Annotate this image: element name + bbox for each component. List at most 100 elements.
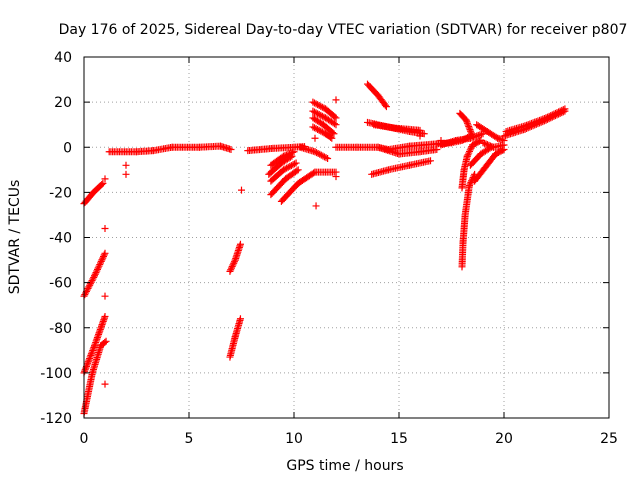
- data-point-marker: [92, 269, 100, 277]
- data-point-marker: [226, 267, 234, 275]
- data-point-marker: [559, 106, 567, 114]
- x-tick-label: 15: [390, 431, 408, 447]
- data-point-marker: [87, 351, 95, 359]
- data-point-marker: [90, 273, 98, 281]
- data-point-marker: [81, 367, 89, 375]
- data-point-marker: [550, 110, 558, 118]
- data-point-marker: [534, 117, 542, 125]
- data-point-marker: [88, 277, 96, 285]
- data-point-marker: [88, 348, 96, 356]
- data-point-marker: [555, 108, 563, 116]
- data-point-marker: [312, 125, 320, 133]
- x-tick-label: 20: [495, 431, 513, 447]
- data-point-marker: [479, 139, 487, 147]
- data-point-marker: [529, 119, 537, 127]
- data-point-marker: [102, 337, 110, 345]
- data-point-marker: [91, 272, 98, 280]
- data-point-marker: [318, 112, 326, 120]
- data-point-marker: [97, 259, 104, 267]
- data-point-marker: [99, 179, 107, 187]
- data-point-marker: [556, 107, 564, 115]
- data-point-marker: [469, 132, 476, 140]
- data-point-marker: [465, 149, 473, 157]
- data-point-marker: [290, 148, 298, 156]
- x-tick-label: 5: [185, 431, 194, 447]
- data-point-marker: [89, 345, 97, 353]
- data-point-marker: [485, 141, 493, 149]
- data-point-marker: [229, 261, 237, 269]
- data-point-marker: [227, 146, 235, 154]
- data-point-marker: [87, 350, 95, 358]
- data-point-marker: [287, 162, 295, 170]
- data-point-marker: [466, 147, 473, 155]
- data-point-marker: [521, 122, 529, 130]
- data-point-marker: [313, 149, 321, 157]
- data-point-marker: [311, 134, 319, 142]
- data-point-marker: [94, 265, 101, 273]
- data-point-marker: [314, 101, 322, 109]
- data-point-marker: [309, 107, 317, 115]
- data-point-marker: [283, 164, 291, 172]
- plot-frame: [83, 56, 610, 419]
- data-point-marker: [545, 112, 553, 120]
- data-point-marker: [312, 202, 320, 210]
- data-point-marker: [328, 134, 336, 142]
- data-point-marker: [463, 119, 471, 127]
- data-point-marker: [286, 162, 294, 170]
- data-point-marker: [83, 361, 91, 369]
- data-point-marker: [83, 286, 91, 294]
- data-point-marker: [315, 102, 323, 110]
- data-point-marker: [228, 263, 236, 271]
- data-point-marker: [481, 139, 488, 147]
- data-point-marker: [536, 116, 544, 124]
- data-point-marker: [317, 127, 325, 135]
- data-point-marker: [318, 128, 326, 136]
- y-tick-label: -60: [49, 276, 72, 292]
- data-point-marker: [330, 130, 338, 138]
- data-point-marker: [294, 166, 302, 174]
- data-point-marker: [87, 278, 95, 286]
- y-axis-title: SDTVAR / TECUs: [7, 180, 23, 295]
- data-point-marker: [93, 267, 101, 275]
- data-point-marker: [317, 102, 325, 110]
- data-point-marker: [500, 141, 508, 149]
- y-tick-label: 0: [63, 140, 72, 156]
- y-tick-label: -80: [49, 321, 72, 337]
- data-point-marker: [100, 251, 108, 259]
- data-point-marker: [331, 113, 339, 121]
- data-point-marker: [288, 152, 296, 160]
- data-point-marker: [484, 141, 491, 149]
- data-point-marker: [101, 292, 109, 300]
- data-point-marker: [427, 157, 434, 165]
- data-point-marker: [84, 358, 92, 366]
- data-point-marker: [476, 137, 483, 145]
- data-point-marker: [466, 180, 474, 188]
- data-point-marker: [537, 116, 545, 124]
- data-point-marker: [462, 116, 470, 124]
- data-point-marker: [315, 111, 323, 119]
- data-point-marker: [324, 155, 332, 163]
- data-point-marker: [310, 124, 318, 132]
- data-point-marker: [420, 130, 428, 138]
- x-tick-label: 10: [285, 431, 303, 447]
- data-points: [80, 80, 569, 417]
- data-point-marker: [292, 159, 300, 167]
- y-tick-label: -20: [49, 185, 72, 201]
- data-point-marker: [437, 136, 445, 144]
- data-point-marker: [463, 118, 471, 126]
- data-point-marker: [527, 119, 535, 127]
- data-point-marker: [465, 124, 473, 132]
- data-point-marker: [81, 291, 89, 299]
- data-point-marker: [467, 129, 475, 137]
- data-point-marker: [85, 283, 93, 291]
- data-point-marker: [492, 133, 500, 141]
- data-point-marker: [86, 280, 94, 288]
- data-point-marker: [291, 160, 299, 168]
- data-point-marker: [468, 130, 476, 138]
- data-point-marker: [101, 224, 109, 232]
- data-point-marker: [281, 165, 289, 173]
- data-point-marker: [467, 178, 475, 186]
- data-point-marker: [311, 148, 319, 156]
- data-point-marker: [464, 151, 472, 159]
- data-point-marker: [465, 122, 473, 130]
